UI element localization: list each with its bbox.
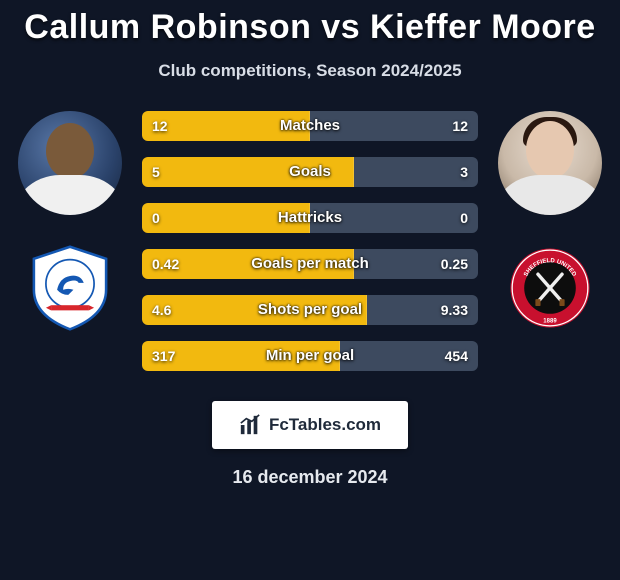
- svg-text:1889: 1889: [543, 318, 557, 324]
- player2-column: SHEFFIELD UNITED 1889: [490, 111, 610, 331]
- subtitle: Club competitions, Season 2024/2025: [0, 61, 620, 81]
- stat-bar: 0.420.25Goals per match: [142, 249, 478, 279]
- watermark-badge: FcTables.com: [212, 401, 408, 449]
- page-title: Callum Robinson vs Kieffer Moore: [0, 8, 620, 47]
- stat-label: Shots per goal: [142, 295, 478, 325]
- date-text: 16 december 2024: [0, 467, 620, 488]
- stat-label: Goals: [142, 157, 478, 187]
- stat-label: Goals per match: [142, 249, 478, 279]
- stat-bars: 1212Matches 53Goals 00Hattricks 0.420.25Goa…: [130, 111, 490, 387]
- stat-bar: 53Goals: [142, 157, 478, 187]
- watermark-text: FcTables.com: [269, 415, 381, 435]
- stat-label: Min per goal: [142, 341, 478, 371]
- player1-column: [10, 111, 130, 331]
- stat-label: Matches: [142, 111, 478, 141]
- chart-icon: [239, 414, 261, 436]
- player2-photo: [498, 111, 602, 215]
- player1-photo: [18, 111, 122, 215]
- stat-bar: 1212Matches: [142, 111, 478, 141]
- stat-bar: 00Hattricks: [142, 203, 478, 233]
- stat-bar: 317454Min per goal: [142, 341, 478, 371]
- stat-bar: 4.69.33Shots per goal: [142, 295, 478, 325]
- stat-label: Hattricks: [142, 203, 478, 233]
- player1-club-crest: [20, 245, 120, 331]
- player2-club-crest: SHEFFIELD UNITED 1889: [500, 245, 600, 331]
- comparison-row: 1212Matches 53Goals 00Hattricks 0.420.25Goa…: [0, 111, 620, 387]
